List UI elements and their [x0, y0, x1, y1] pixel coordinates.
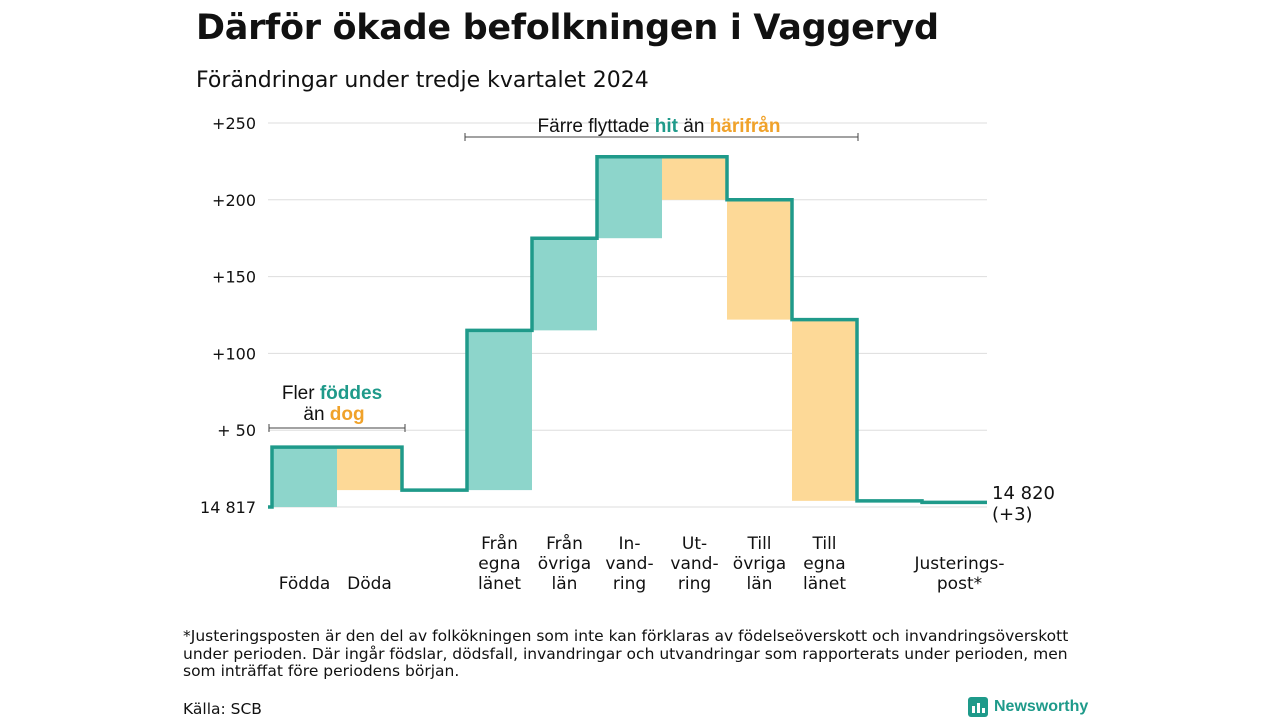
births-annotation-line2: än dog [303, 404, 364, 425]
births-annotation-line2-prefix: än [303, 404, 329, 425]
label-layer: 14 817 + 50 +100 +150 +200 +250 Födda Döda Från e… [200, 114, 1055, 594]
footnote: *Justeringsposten är den del av folkökni… [183, 627, 1069, 680]
x-category-label-4: In-vand-ring [605, 534, 653, 594]
y-tick-label-2: +100 [212, 344, 256, 363]
births-annotation-line1: Fler föddes [282, 383, 382, 404]
bar-6 [727, 199, 792, 320]
bar-5 [662, 156, 727, 200]
bar-layer [272, 156, 857, 507]
x-category-label-5: Ut-vand-ring [670, 534, 718, 594]
migration-annotation: Färre flyttade hit än härifrån [538, 116, 781, 137]
migration-annotation-prefix: Färre flyttade [538, 116, 655, 137]
source-label: Källa: SCB [183, 700, 262, 718]
end-value-label: 14 820 (+3) [992, 483, 1055, 525]
y-tick-label-0: 14 817 [200, 498, 256, 517]
x-category-label-7: Till egna länet [803, 534, 846, 594]
step-line-layer [268, 155, 987, 509]
y-tick-label-4: +200 [212, 191, 256, 210]
bar-7 [792, 319, 857, 501]
bar-0 [272, 447, 337, 507]
annotation-layer: Fler föddes än dog Färre flyttade hit än… [268, 116, 859, 432]
migration-annotation-middle: än [678, 116, 710, 137]
migration-annotation-highlight2: härifrån [710, 116, 781, 137]
y-tick-label-1: + 50 [217, 421, 256, 440]
logo-chart-icon [968, 697, 988, 717]
births-annotation-highlight1: föddes [320, 383, 382, 404]
x-category-label-8: Justerings-post* [913, 554, 1004, 594]
births-annotation-prefix: Fler [282, 383, 320, 404]
logo-text: Newsworthy [994, 698, 1089, 715]
y-tick-label-3: +150 [212, 268, 256, 287]
bar-3 [532, 238, 597, 331]
waterfall-chart: 14 817 + 50 +100 +150 +200 +250 Födda Döda Från e… [200, 114, 1055, 594]
x-category-label-3: Från övriga län [538, 533, 591, 594]
x-category-label-0: Födda [279, 574, 331, 594]
migration-annotation-highlight1: hit [655, 116, 679, 137]
newsworthy-logo: Newsworthy [968, 697, 1088, 717]
y-tick-label-5: +250 [212, 114, 256, 133]
x-category-label-2: Från egna länet [478, 533, 521, 594]
births-annotation-highlight2: dog [330, 404, 365, 425]
bar-1 [337, 447, 402, 491]
chart-subtitle: Förändringar under tredje kvartalet 2024 [196, 68, 649, 93]
step-line [268, 155, 987, 509]
x-category-label-1: Döda [347, 574, 392, 594]
bar-2 [467, 330, 532, 491]
grid-layer [268, 122, 987, 508]
bar-4 [597, 156, 662, 239]
chart-title: Därför ökade befolkningen i Vaggeryd [196, 8, 939, 48]
x-category-label-6: Till övriga län [733, 534, 786, 594]
